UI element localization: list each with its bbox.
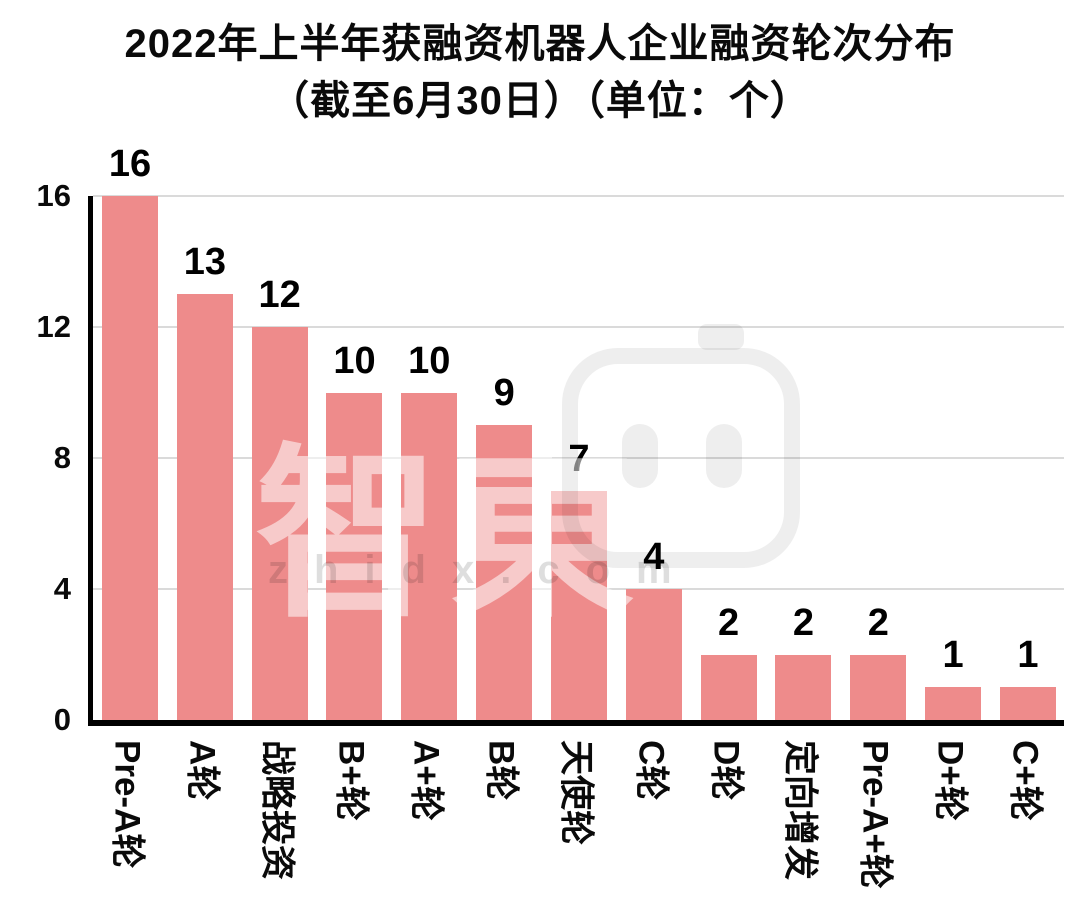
bar-value-label: 2 bbox=[718, 601, 740, 644]
x-axis-label: 战略投资 bbox=[257, 740, 297, 881]
bar-group: 1 D+轮 bbox=[925, 196, 982, 821]
bar-group: 13 A轮 bbox=[176, 196, 233, 800]
bar-战略投资: 12 bbox=[251, 274, 308, 720]
bar-value-label: 16 bbox=[108, 143, 152, 185]
bar-Pre-A+轮: 2 bbox=[850, 602, 907, 720]
gridline-8 bbox=[93, 457, 1064, 459]
bar-group: 9 B轮 bbox=[476, 196, 533, 800]
bar-group: 1 C+轮 bbox=[999, 196, 1056, 821]
x-axis-label: 定向增发 bbox=[780, 740, 820, 881]
chart-title: 2022年上半年获融资机器人企业融资轮次分布 （截至6月30日）（单位：个） bbox=[0, 16, 1080, 130]
bar-value-label: 7 bbox=[568, 437, 590, 480]
x-axis-label: C轮 bbox=[631, 740, 671, 801]
x-axis-label: D轮 bbox=[706, 740, 746, 801]
y-axis-tick-12: 12 bbox=[36, 309, 71, 344]
y-axis-tick-4: 4 bbox=[53, 571, 71, 606]
bar-value-label: 2 bbox=[792, 601, 815, 644]
x-axis-label: A+轮 bbox=[406, 740, 446, 821]
bar-value-label: 2 bbox=[867, 601, 889, 644]
bar-D+轮: 1 bbox=[925, 634, 982, 720]
bar-value-label: 1 bbox=[942, 634, 964, 677]
bar-value-label: 10 bbox=[333, 339, 376, 382]
bar-group: 2 D轮 bbox=[700, 196, 757, 800]
bar-value-label: 12 bbox=[258, 274, 301, 316]
bar-group: 7 天使轮 bbox=[550, 196, 607, 845]
bar-group: 10 B+轮 bbox=[326, 196, 383, 821]
bar-定向增发: 2 bbox=[775, 602, 832, 720]
bar-B+轮: 10 bbox=[326, 340, 383, 720]
y-axis-tick-16: 16 bbox=[36, 178, 71, 213]
bar-group: 4 C轮 bbox=[625, 196, 682, 800]
bar-group: 2 Pre-A+轮 bbox=[850, 196, 907, 889]
bar-value-label: 4 bbox=[643, 536, 665, 578]
y-axis-tick-0: 0 bbox=[53, 702, 71, 737]
bar-group: 16 Pre-A轮 bbox=[102, 143, 158, 868]
y-axis-tick-8: 8 bbox=[53, 440, 71, 475]
bar-天使轮: 7 bbox=[550, 438, 607, 720]
gridline-12 bbox=[93, 326, 1064, 328]
bar-C轮: 4 bbox=[625, 536, 682, 720]
x-axis-label: B轮 bbox=[481, 740, 521, 801]
bar-C+轮: 1 bbox=[999, 634, 1056, 720]
x-axis-label: Pre-A+轮 bbox=[855, 740, 895, 889]
x-axis-label: 天使轮 bbox=[556, 740, 596, 846]
x-axis-label: Pre-A轮 bbox=[107, 740, 147, 869]
bars-container: 16 Pre-A轮 13 A轮 12 战略投资 10 B+轮 10 A+轮 9 B轮 7 天使轮 4 C轮 2 D… bbox=[93, 143, 1064, 889]
bar-value-label: 1 bbox=[1017, 634, 1039, 677]
bar-D轮: 2 bbox=[700, 602, 757, 720]
plot-area: 0 4 8 12 16 16 Pre-A轮 13 A轮 12 战略投资 10 B+轮 10 A+轮 9 B轮 7… bbox=[37, 143, 1064, 889]
x-axis-label: A轮 bbox=[182, 740, 222, 801]
bar-group: 12 战略投资 bbox=[251, 196, 308, 880]
bar-B轮: 9 bbox=[476, 372, 533, 720]
bar-Pre-A轮: 16 bbox=[102, 143, 158, 720]
bar-value-label: 9 bbox=[493, 372, 515, 415]
bar-A轮: 13 bbox=[176, 241, 233, 720]
x-axis-label: C+轮 bbox=[1005, 740, 1045, 821]
bar-group: 10 A+轮 bbox=[401, 196, 458, 821]
bar-group: 2 定向增发 bbox=[775, 196, 832, 880]
x-axis-label: B+轮 bbox=[331, 740, 371, 821]
gridline-16 bbox=[93, 195, 1064, 197]
x-axis-label: D+轮 bbox=[930, 740, 970, 821]
bar-value-label: 10 bbox=[408, 339, 451, 382]
chart-title-line1: 2022年上半年获融资机器人企业融资轮次分布 bbox=[124, 22, 956, 66]
bar-value-label: 13 bbox=[183, 241, 226, 284]
chart-title-line2: （截至6月30日）（单位：个） bbox=[269, 78, 811, 123]
bar-A+轮: 10 bbox=[401, 340, 458, 720]
